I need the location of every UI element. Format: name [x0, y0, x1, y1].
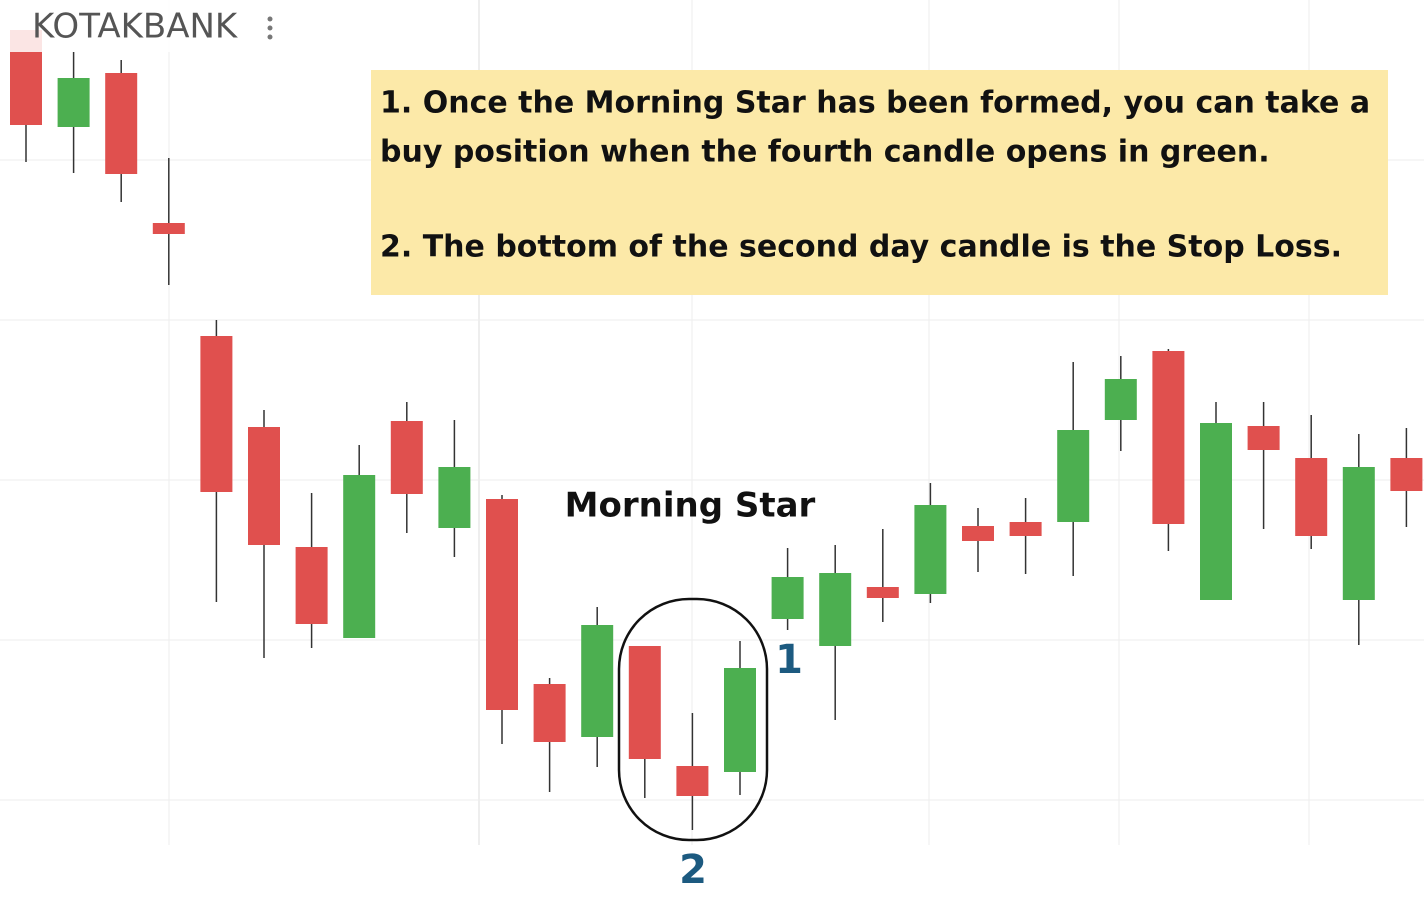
menu-dot [267, 25, 273, 31]
candle-body [1104, 379, 1137, 420]
candle-body [105, 73, 138, 174]
candle-body [628, 646, 661, 759]
menu-icon[interactable] [267, 16, 273, 40]
candle-body [1342, 467, 1375, 600]
title-backdrop [0, 0, 250, 52]
candle-body [866, 587, 899, 598]
candle-body [343, 475, 376, 638]
candle-body [771, 577, 804, 619]
pattern-label: Morning Star [565, 486, 816, 526]
marker-label: 2 [679, 847, 707, 893]
candle-body [438, 467, 471, 528]
annotation-box [371, 70, 1388, 295]
marker-label: 1 [775, 637, 803, 683]
candle-body [57, 78, 90, 127]
candle-body [1200, 423, 1232, 600]
candle-body [819, 573, 852, 646]
annotation-line: 1. Once the Morning Star has been formed… [380, 86, 1370, 121]
candle-body [390, 421, 423, 494]
pattern-highlight [617, 597, 769, 842]
candle-body [724, 668, 756, 772]
chart-title: KOTAKBANK [32, 7, 239, 47]
annotation-line: buy position when the fourth candle open… [380, 135, 1270, 170]
candle-body [295, 547, 328, 624]
candles [10, 30, 1423, 830]
candle-body [676, 766, 709, 796]
candle-body [1152, 351, 1185, 524]
candle-body [248, 427, 280, 545]
menu-dot [267, 16, 273, 22]
candle-body [486, 499, 518, 710]
candle-body [1295, 458, 1328, 536]
candle-body [962, 526, 994, 541]
candle-body [1057, 430, 1090, 522]
candle-body [200, 336, 233, 492]
candle-body [1247, 426, 1280, 450]
annotation-line: 2. The bottom of the second day candle i… [380, 230, 1342, 265]
candle-body [914, 505, 947, 594]
candle-body [152, 223, 185, 234]
candle-body [1009, 522, 1042, 536]
menu-dot [267, 34, 273, 40]
candle-body [1390, 458, 1423, 491]
candle-body [533, 684, 566, 742]
candle-body [581, 625, 614, 737]
